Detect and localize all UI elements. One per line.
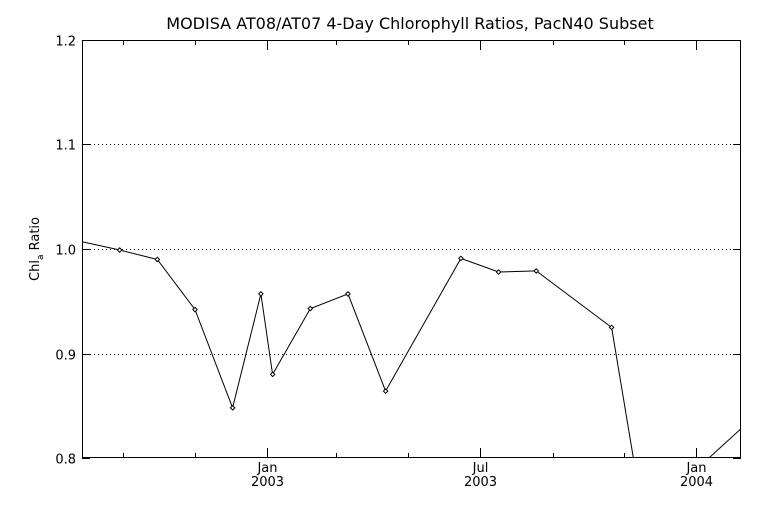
- data-point: [608, 324, 615, 331]
- y-tick-label: 1.1: [55, 139, 76, 154]
- series-line: [82, 241, 741, 458]
- x-tick-label-month: Jan: [256, 461, 277, 476]
- data-point: [458, 255, 464, 262]
- x-tick-label-month: Jan: [685, 461, 706, 476]
- data-point: [345, 291, 351, 297]
- plot-area: [82, 241, 741, 458]
- y-axis-label-subscript: a: [36, 255, 46, 261]
- x-tick-label-month: Jul: [472, 461, 489, 476]
- data-point: [229, 404, 236, 411]
- y-tick-labels: 0.8 0.9 1.0 1.1 1.2: [55, 35, 76, 468]
- data-point: [382, 388, 389, 395]
- data-point: [269, 371, 276, 378]
- x-tick-label-year: 2003: [251, 475, 284, 490]
- data-point: [116, 247, 123, 253]
- x-tick-label-year: 2004: [680, 475, 713, 490]
- y-tick-label: 0.9: [55, 349, 76, 364]
- y-axis-label: Chla Ratio: [28, 217, 46, 281]
- gridlines: [82, 144, 741, 355]
- y-tick-label: 1.0: [55, 244, 76, 259]
- data-point: [495, 269, 502, 275]
- data-point: [192, 306, 198, 313]
- y-tick-label: 1.2: [55, 35, 76, 50]
- axis-ticks: [82, 40, 741, 459]
- y-tick-label: 0.8: [55, 453, 76, 468]
- y-axis-label-rest: Ratio: [28, 217, 43, 255]
- chart-title: MODISA AT08/AT07 4-Day Chlorophyll Ratio…: [166, 14, 653, 33]
- data-point: [257, 291, 264, 297]
- plot-frame: [82, 40, 741, 458]
- data-point: [307, 305, 314, 312]
- data-point: [533, 268, 540, 274]
- x-tick-label-year: 2003: [464, 475, 497, 490]
- data-point: [154, 256, 161, 263]
- series-markers: [116, 247, 615, 411]
- y-axis-label-main: Chl: [28, 260, 43, 281]
